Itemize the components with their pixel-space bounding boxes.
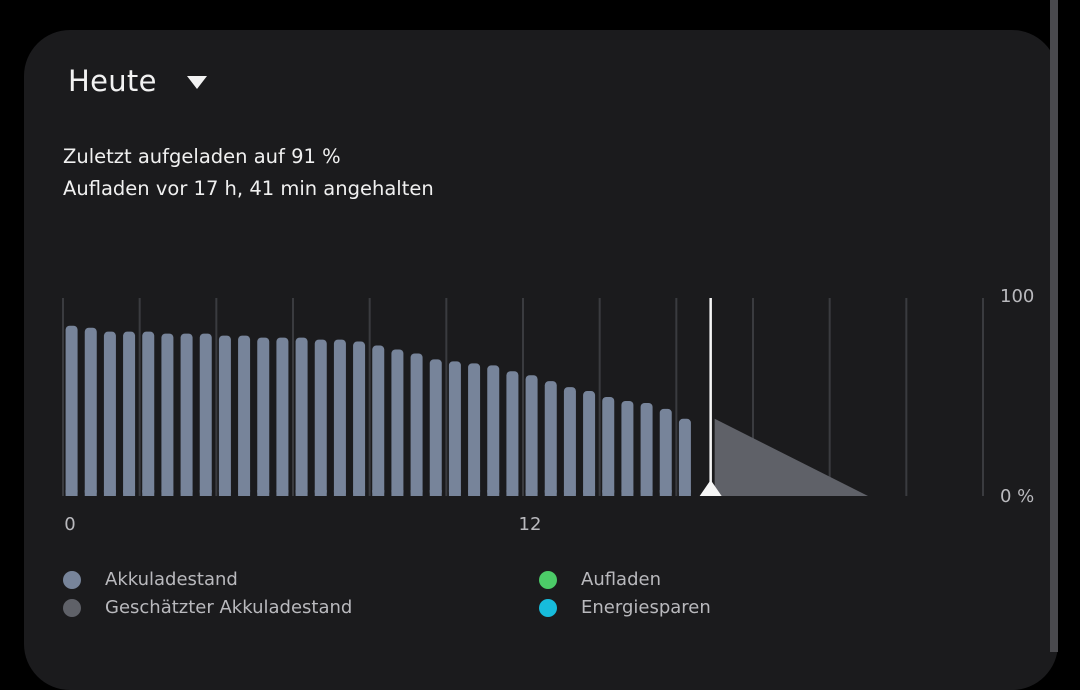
battery-bar: [544, 381, 557, 496]
battery-bar-base: [506, 490, 519, 496]
battery-bar: [372, 345, 385, 496]
battery-bar-base: [84, 490, 97, 496]
battery-bar-base: [372, 490, 385, 496]
charging-stopped-text: Aufladen vor 17 h, 41 min angehalten: [63, 177, 434, 200]
last-charged-text: Zuletzt aufgeladen auf 91 %: [63, 145, 341, 168]
battery-bar: [65, 325, 78, 496]
battery-bar-base: [429, 490, 442, 496]
battery-bar: [333, 339, 346, 496]
battery-bar-base: [678, 490, 691, 496]
legend-item: Energiesparen: [539, 597, 711, 618]
x-tick-label: 0: [64, 514, 75, 535]
legend-item: Aufladen: [539, 569, 661, 590]
battery-bar-base: [525, 490, 538, 496]
battery-bar: [180, 333, 193, 496]
battery-bar: [640, 402, 653, 496]
legend-dot-icon: [63, 570, 81, 589]
battery-bar-base: [161, 490, 174, 496]
battery-bar: [621, 400, 634, 496]
y-tick-label: 100: [1000, 286, 1034, 307]
battery-bar-base: [142, 490, 155, 496]
battery-bar-base: [583, 490, 596, 496]
battery-bar: [468, 363, 481, 496]
charge-status: Zuletzt aufgeladen auf 91 % Aufladen vor…: [63, 141, 434, 205]
battery-bar-base: [123, 490, 136, 496]
battery-bar-base: [199, 490, 212, 496]
legend-label: Energiesparen: [581, 597, 711, 618]
battery-bar-base: [544, 490, 557, 496]
battery-bar-base: [314, 490, 327, 496]
battery-bar-base: [659, 490, 672, 496]
battery-bar-base: [276, 490, 289, 496]
legend-dot-icon: [539, 598, 557, 617]
legend-label: Akkuladestand: [105, 569, 238, 590]
battery-bar-base: [257, 490, 270, 496]
battery-bar: [84, 327, 97, 496]
battery-bar: [659, 408, 672, 496]
battery-bar: [314, 339, 327, 496]
caret-down-icon: [186, 75, 207, 89]
battery-bar: [161, 333, 174, 496]
current-time-marker: [699, 480, 722, 496]
battery-bar-base: [487, 490, 500, 496]
battery-bar: [218, 335, 231, 496]
battery-level-chart: 0 12 100 0 %: [62, 286, 1034, 535]
battery-bar-base: [621, 490, 634, 496]
battery-bar: [238, 335, 251, 496]
battery-bar-base: [391, 490, 404, 496]
battery-bar-base: [238, 490, 251, 496]
battery-bar: [123, 331, 136, 496]
battery-bar-base: [640, 490, 653, 496]
period-dropdown[interactable]: Heute: [68, 64, 207, 98]
legend-item: Geschätzter Akkuladestand: [63, 597, 352, 618]
battery-bar-base: [602, 490, 615, 496]
legend-label: Geschätzter Akkuladestand: [105, 597, 353, 618]
x-tick-label: 12: [519, 514, 542, 535]
battery-bar: [602, 397, 615, 496]
battery-bar: [276, 337, 289, 496]
battery-bar-base: [448, 490, 461, 496]
battery-bar-base: [563, 490, 576, 496]
battery-bar: [487, 365, 500, 496]
battery-bar: [506, 371, 519, 496]
battery-bar-base: [65, 490, 78, 496]
battery-bar: [448, 361, 461, 496]
battery-bar-base: [410, 490, 423, 496]
battery-bar-base: [180, 490, 193, 496]
battery-bar-base: [218, 490, 231, 496]
battery-bar: [295, 337, 308, 496]
battery-bar: [142, 331, 155, 496]
battery-bar: [353, 341, 366, 496]
battery-bar: [410, 353, 423, 496]
legend-dot-icon: [539, 570, 557, 589]
battery-bar: [678, 418, 691, 496]
battery-bar: [199, 333, 212, 496]
y-tick-label: 0 %: [1000, 486, 1034, 507]
legend-item: Akkuladestand: [63, 569, 238, 590]
battery-bar: [563, 387, 576, 496]
period-label: Heute: [68, 64, 157, 98]
battery-bar-base: [103, 490, 116, 496]
estimate-area: [714, 418, 868, 496]
battery-bar: [429, 359, 442, 496]
battery-bar-base: [353, 490, 366, 496]
battery-bar-base: [468, 490, 481, 496]
battery-bar: [525, 375, 538, 496]
scroll-edge: [1050, 0, 1058, 652]
battery-bar: [583, 391, 596, 496]
battery-bar: [391, 349, 404, 496]
battery-bar-base: [333, 490, 346, 496]
battery-bar: [257, 337, 270, 496]
legend-label: Aufladen: [581, 569, 661, 590]
battery-bar: [103, 331, 116, 496]
legend-dot-icon: [63, 598, 81, 617]
battery-bar-base: [295, 490, 308, 496]
